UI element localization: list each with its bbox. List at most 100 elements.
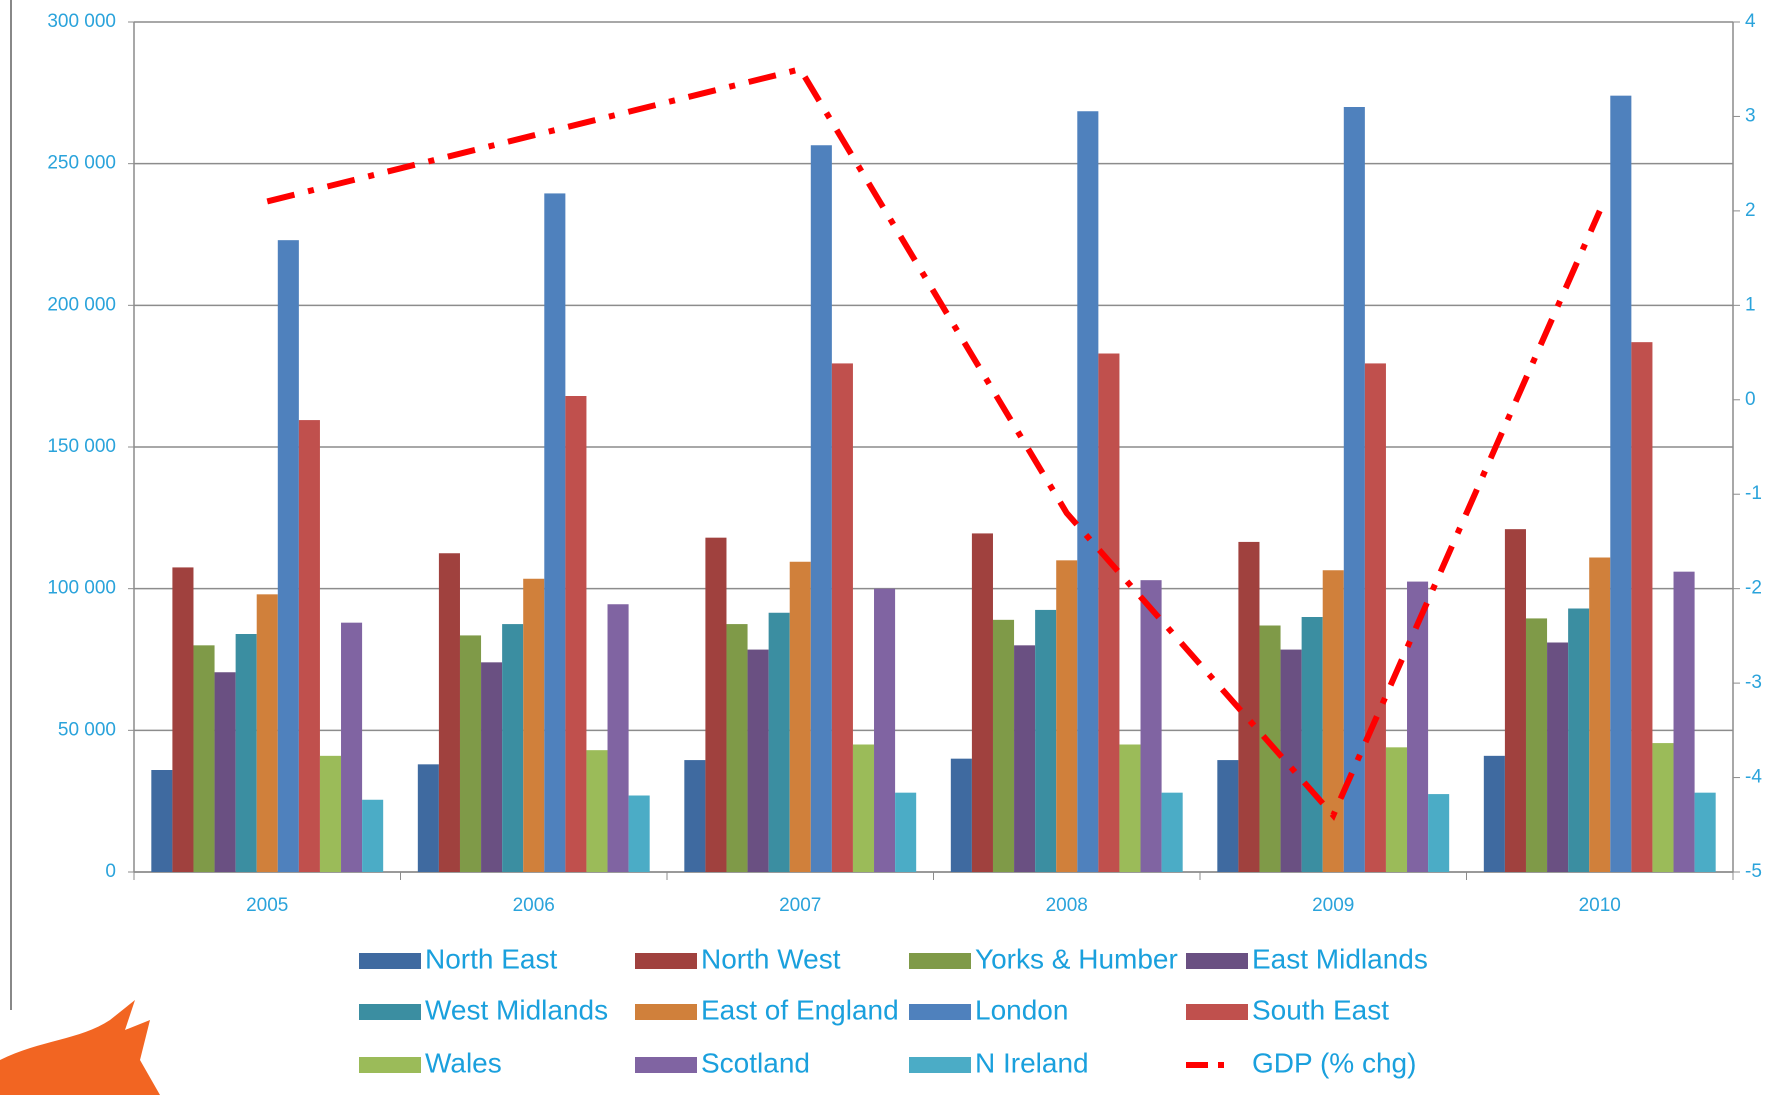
legend-swatch — [909, 1004, 971, 1020]
bar — [438, 553, 460, 872]
bar — [1589, 557, 1611, 872]
bar — [362, 799, 384, 872]
y2-tick-label: -1 — [1745, 483, 1762, 504]
legend-swatch — [359, 1004, 421, 1020]
legend-swatch — [635, 953, 697, 969]
bar — [417, 764, 439, 872]
bar — [705, 537, 727, 872]
legend-label: East of England — [701, 994, 899, 1025]
x-tick-label: 2008 — [1046, 895, 1088, 916]
legend-label: East Midlands — [1252, 943, 1428, 974]
bar — [193, 645, 215, 872]
legend-swatch — [635, 1057, 697, 1073]
bar — [481, 662, 503, 872]
bar — [1098, 353, 1120, 872]
bar — [1547, 642, 1569, 872]
bar — [565, 396, 587, 872]
bar — [1259, 625, 1281, 872]
bar — [1407, 581, 1429, 872]
y2-tick-label: -3 — [1745, 672, 1762, 693]
bar — [151, 770, 173, 872]
y-tick-label: 250 000 — [47, 153, 116, 174]
legend-label: Wales — [425, 1047, 502, 1078]
y-tick-label: 0 — [105, 861, 116, 882]
legend-label: North East — [425, 943, 557, 974]
bar — [1077, 111, 1099, 872]
x-tick-label: 2009 — [1312, 895, 1354, 916]
bar — [1161, 792, 1183, 872]
legend-label: Yorks & Humber — [975, 943, 1178, 974]
y-tick-label: 200 000 — [47, 294, 116, 315]
bar — [172, 567, 194, 872]
y-tick-label: 300 000 — [47, 11, 116, 32]
bar — [214, 672, 236, 872]
bar — [235, 634, 257, 872]
bar — [1217, 760, 1239, 872]
bar — [1428, 794, 1450, 872]
legend-label: West Midlands — [425, 994, 608, 1025]
bar — [607, 604, 629, 872]
legend-label: GDP (% chg) — [1252, 1047, 1416, 1078]
y2-tick-label: 3 — [1745, 105, 1756, 126]
bar — [874, 588, 896, 872]
bar — [1301, 617, 1323, 872]
bar — [586, 750, 608, 872]
legend-swatch — [359, 953, 421, 969]
legend-label: London — [975, 994, 1068, 1025]
bar — [747, 649, 769, 872]
bar — [831, 363, 853, 872]
bar — [459, 635, 482, 872]
legend-swatch — [359, 1057, 421, 1073]
bar — [1525, 618, 1548, 872]
bar — [341, 622, 363, 872]
legend-swatch — [1186, 1004, 1248, 1020]
bar — [1014, 645, 1036, 872]
bar — [1056, 560, 1078, 872]
bar — [319, 755, 342, 872]
bar — [1385, 747, 1408, 872]
bar — [950, 758, 972, 872]
bar — [298, 420, 320, 872]
y2-tick-label: -5 — [1745, 861, 1762, 882]
bar — [502, 624, 524, 872]
bar — [523, 578, 545, 872]
legend-label: South East — [1252, 994, 1389, 1025]
bar — [789, 561, 811, 872]
bar — [277, 240, 299, 872]
bar — [1610, 95, 1632, 872]
y2-tick-label: -4 — [1745, 767, 1762, 788]
bar — [1364, 363, 1386, 872]
legend-swatch — [909, 1057, 971, 1073]
bar — [544, 193, 566, 872]
bar — [1673, 571, 1695, 872]
legend-swatch — [1186, 953, 1248, 969]
bar — [992, 619, 1015, 872]
bar — [768, 612, 790, 872]
x-tick-label: 2007 — [779, 895, 821, 916]
x-tick-label: 2010 — [1579, 895, 1621, 916]
bar — [1483, 755, 1505, 872]
y2-tick-label: -2 — [1745, 578, 1762, 599]
legend-label: North West — [701, 943, 841, 974]
bar — [1322, 570, 1344, 872]
bar — [1035, 609, 1057, 872]
y2-tick-label: 0 — [1745, 389, 1756, 410]
x-tick-label: 2006 — [513, 895, 555, 916]
bar — [810, 145, 832, 872]
bar — [1280, 649, 1302, 872]
legend-swatch — [635, 1004, 697, 1020]
legend-label: Scotland — [701, 1047, 810, 1078]
bar — [895, 792, 917, 872]
legend-label: N Ireland — [975, 1047, 1089, 1078]
bar — [628, 795, 650, 872]
y2-tick-label: 2 — [1745, 200, 1756, 221]
bar — [1504, 529, 1526, 872]
bar — [1694, 792, 1716, 872]
logo-swoosh — [0, 1000, 160, 1095]
bar — [1631, 342, 1653, 873]
bar — [726, 624, 748, 872]
y2-tick-label: 4 — [1745, 11, 1756, 32]
y-tick-label: 100 000 — [47, 578, 116, 599]
bar — [1343, 107, 1365, 872]
y-tick-label: 150 000 — [47, 436, 116, 457]
